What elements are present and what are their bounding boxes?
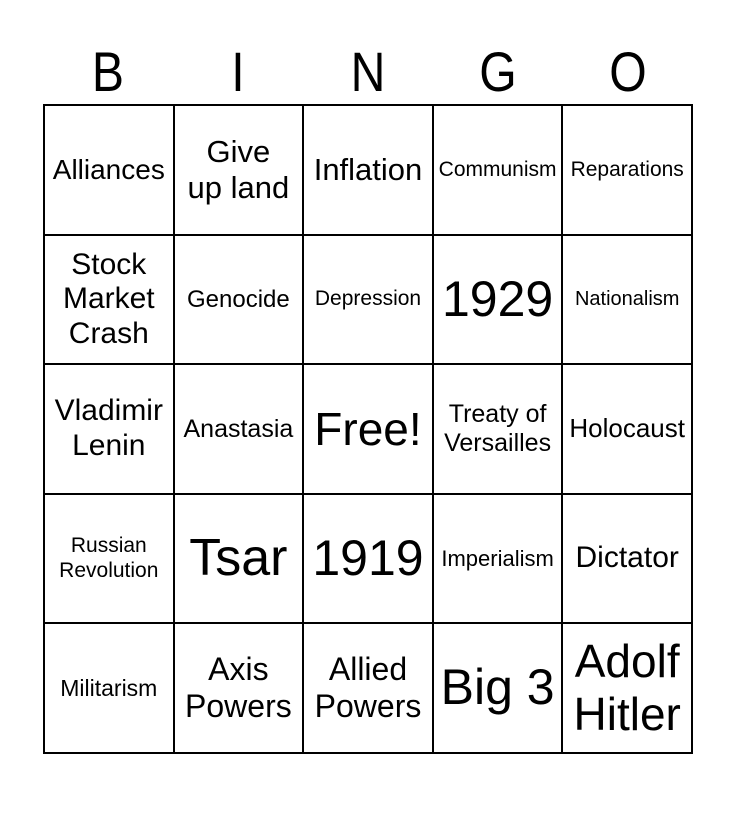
bingo-cell-label: Inflation	[313, 151, 423, 187]
bingo-cell-label: Tsar	[189, 528, 288, 587]
bingo-cell[interactable]: 1929	[432, 234, 563, 365]
bingo-cell-label: Big 3	[440, 659, 555, 716]
bingo-cell-label: Treaty of Versailles	[444, 400, 552, 457]
bingo-cell[interactable]: Tsar	[173, 493, 304, 624]
bingo-title-letter-i: I	[231, 40, 245, 103]
bingo-cell-label: Anastasia	[183, 414, 294, 443]
bingo-cell[interactable]: Big 3	[432, 623, 563, 753]
bingo-cell[interactable]: Nationalism	[562, 234, 692, 365]
bingo-cell-label: Stock Market Crash	[62, 247, 155, 350]
bingo-cell[interactable]: Russian Revolution	[44, 493, 174, 624]
bingo-cell-label: 1929	[441, 270, 554, 327]
bingo-cell[interactable]: Depression	[303, 234, 433, 365]
bingo-grid: Alliances Give up land Inflation Communism R…	[43, 104, 693, 754]
bingo-cell-label: Reparations	[570, 157, 684, 181]
bingo-cell[interactable]: Imperialism	[432, 493, 563, 624]
bingo-cell-label: Imperialism	[441, 545, 554, 571]
bingo-cell[interactable]: Axis Powers	[173, 623, 304, 753]
bingo-cell-label: Alliances	[52, 153, 165, 185]
bingo-cell-label: Vladimir Lenin	[54, 394, 163, 462]
bingo-cell[interactable]: Holocaust	[562, 364, 692, 494]
bingo-cell-label: Adolf Hitler	[573, 635, 681, 741]
bingo-cell-free[interactable]: Free!	[303, 364, 433, 494]
bingo-title-letter-o: O	[609, 40, 647, 103]
bingo-cell-label: Dictator	[575, 541, 679, 575]
bingo-cell-label: Depression	[314, 287, 422, 311]
bingo-cell-label: Genocide	[187, 285, 290, 313]
bingo-cell[interactable]: Alliances	[44, 105, 174, 235]
bingo-cell[interactable]: Militarism	[44, 623, 174, 753]
bingo-cell[interactable]: Allied Powers	[303, 623, 433, 753]
bingo-title-letter-n: N	[350, 40, 386, 103]
bingo-cell[interactable]: Reparations	[562, 105, 692, 235]
bingo-cell-label: Free!	[314, 402, 422, 455]
bingo-cell[interactable]: Genocide	[173, 234, 304, 365]
bingo-cell[interactable]: Give up land	[173, 105, 304, 235]
bingo-cell[interactable]: Inflation	[303, 105, 433, 235]
bingo-title-letter-g: G	[479, 40, 517, 103]
bingo-cell-label: Holocaust	[569, 413, 685, 444]
bingo-cell-label: Nationalism	[574, 287, 680, 310]
bingo-cell[interactable]: 1919	[303, 493, 433, 624]
bingo-cell-label: Give up land	[187, 134, 290, 205]
bingo-cell[interactable]: Dictator	[562, 493, 692, 624]
bingo-cell-label: Militarism	[60, 674, 158, 701]
bingo-cell[interactable]: Stock Market Crash	[44, 234, 174, 365]
bingo-cell[interactable]: Anastasia	[173, 364, 304, 494]
bingo-cell[interactable]: Vladimir Lenin	[44, 364, 174, 494]
bingo-cell[interactable]: Communism	[432, 105, 563, 235]
bingo-cell[interactable]: Adolf Hitler	[562, 623, 692, 753]
bingo-cell-label: Axis Powers	[185, 651, 292, 725]
bingo-cell[interactable]: Treaty of Versailles	[432, 364, 563, 494]
bingo-cell-label: 1919	[312, 529, 424, 586]
bingo-card: B I N G O Alliances Give up land Inflation Comm…	[0, 40, 736, 840]
bingo-cell-label: Communism	[438, 157, 557, 181]
bingo-cell-label: Russian Revolution	[59, 534, 159, 582]
bingo-cell-label: Allied Powers	[314, 651, 422, 725]
bingo-title-letter-b: B	[91, 40, 125, 103]
